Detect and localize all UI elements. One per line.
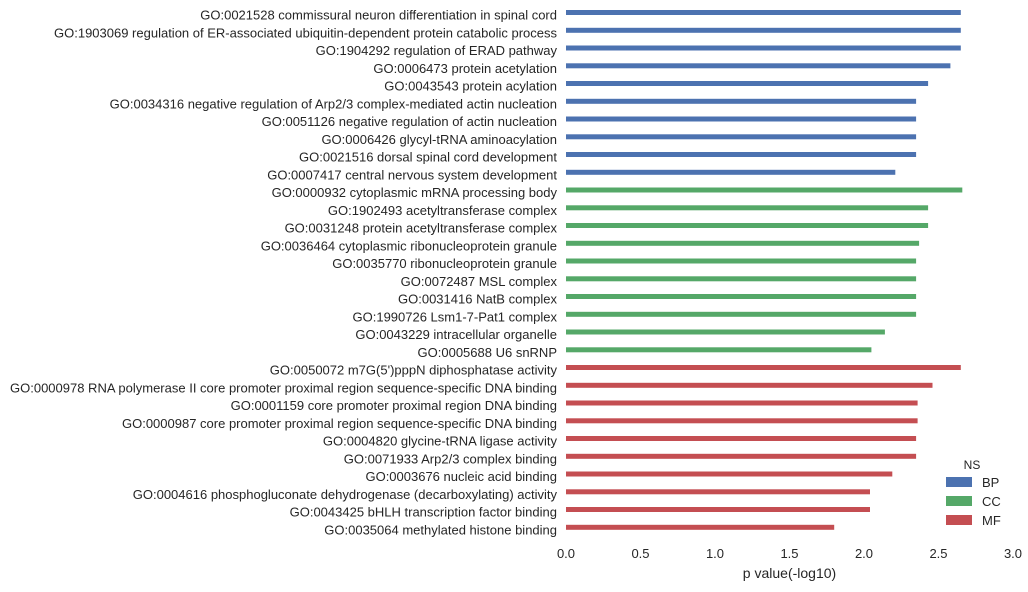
y-tick-label: GO:1990726 Lsm1-7-Pat1 complex: [353, 309, 558, 324]
bar-cc: [566, 240, 920, 246]
bar-bp: [566, 27, 961, 33]
bar-bp: [566, 81, 929, 86]
y-tick-label: GO:0001159 core promoter proximal region…: [231, 398, 557, 413]
bar-bp: [566, 45, 961, 51]
legend-swatch-cc: [946, 496, 972, 506]
y-tick-label: GO:0051126 negative regulation of actin …: [262, 114, 557, 129]
legend-swatch-mf: [946, 515, 972, 525]
y-tick-label: GO:0006426 glycyl-tRNA aminoacylation: [321, 132, 557, 147]
y-tick-label: GO:1904292 regulation of ERAD pathway: [316, 43, 558, 58]
legend-label-bp: BP: [982, 475, 999, 490]
x-tick-label: 0.5: [631, 546, 649, 561]
legend-swatch-bp: [946, 477, 972, 487]
x-axis-label: p value(-log10): [743, 565, 836, 581]
bar-mf: [566, 507, 870, 512]
y-tick-label: GO:1903069 regulation of ER-associated u…: [54, 25, 557, 40]
y-tick-label: GO:1902493 acetyltransferase complex: [328, 203, 558, 218]
y-tick-label: GO:0021528 commissural neuron differenti…: [200, 8, 557, 23]
bar-mf: [566, 365, 961, 370]
y-tick-label: GO:0050072 m7G(5')pppN diphosphatase act…: [270, 363, 558, 378]
bar-bp: [566, 152, 917, 157]
x-tick-label: 1.5: [780, 546, 798, 561]
bar-cc: [566, 311, 917, 317]
bar-mf: [566, 524, 835, 530]
y-tick-label: GO:0043229 intracellular organelle: [355, 327, 557, 342]
bar-bp: [566, 134, 917, 140]
y-tick-labels: GO:0021528 commissural neuron differenti…: [10, 8, 557, 538]
bar-cc: [566, 187, 963, 193]
bar-bp: [566, 10, 961, 15]
y-tick-label: GO:0003676 nucleic acid binding: [365, 469, 557, 484]
y-tick-label: GO:0005688 U6 snRNP: [418, 345, 557, 360]
y-tick-label: GO:0000987 core promoter proximal region…: [122, 416, 557, 431]
bar-mf: [566, 436, 917, 441]
y-tick-label: GO:0043543 protein acylation: [384, 79, 557, 94]
x-tick-label: 2.0: [855, 546, 873, 561]
y-tick-label: GO:0031416 NatB complex: [398, 292, 557, 307]
legend-label-cc: CC: [982, 494, 1001, 509]
bar-cc: [566, 205, 929, 211]
bar-mf: [566, 489, 870, 495]
x-tick-label: 2.5: [929, 546, 947, 561]
bar-mf: [566, 453, 917, 459]
bar-bp: [566, 98, 917, 104]
bar-mf: [566, 400, 918, 406]
y-tick-label: GO:0035770 ribonucleoprotein granule: [332, 256, 557, 271]
bars-layer: [566, 10, 963, 530]
legend-title: NS: [964, 458, 981, 472]
y-tick-label: GO:0000978 RNA polymerase II core promot…: [10, 380, 557, 395]
y-tick-label: GO:0034316 negative regulation of Arp2/3…: [110, 96, 557, 111]
x-axis: 0.0 0.5 1.0 1.5 2.0 2.5 3.0 p value(-log10): [557, 546, 1022, 581]
bar-bp: [566, 116, 917, 122]
bar-mf: [566, 382, 933, 388]
y-tick-label: GO:0072487 MSL complex: [401, 274, 558, 289]
y-tick-label: GO:0071933 Arp2/3 complex binding: [344, 451, 557, 466]
y-tick-label: GO:0021516 dorsal spinal cord developmen…: [299, 150, 557, 165]
y-tick-label: GO:0036464 cytoplasmic ribonucleoprotein…: [261, 238, 557, 253]
bar-bp: [566, 169, 896, 175]
y-tick-label: GO:0007417 central nervous system develo…: [267, 167, 557, 182]
y-tick-label: GO:0004820 glycine-tRNA ligase activity: [323, 434, 558, 449]
bar-cc: [566, 276, 917, 282]
bar-cc: [566, 223, 929, 228]
bar-cc: [566, 347, 872, 353]
y-tick-label: GO:0031248 protein acetyltransferase com…: [285, 221, 558, 236]
y-tick-label: GO:0004616 phosphogluconate dehydrogenas…: [133, 487, 558, 502]
x-tick-label: 1.0: [706, 546, 724, 561]
y-tick-label: GO:0043425 bHLH transcription factor bin…: [290, 505, 557, 520]
x-tick-label: 3.0: [1004, 546, 1022, 561]
legend-label-mf: MF: [982, 513, 1001, 528]
bar-cc: [566, 329, 885, 335]
bar-cc: [566, 294, 917, 299]
bar-bp: [566, 63, 951, 69]
bar-mf: [566, 418, 918, 424]
y-tick-label: GO:0000932 cytoplasmic mRNA processing b…: [272, 185, 558, 200]
y-tick-label: GO:0006473 protein acetylation: [373, 61, 557, 76]
y-tick-label: GO:0035064 methylated histone binding: [324, 522, 557, 537]
bar-cc: [566, 258, 917, 264]
x-tick-label: 0.0: [557, 546, 575, 561]
bar-mf: [566, 471, 893, 477]
